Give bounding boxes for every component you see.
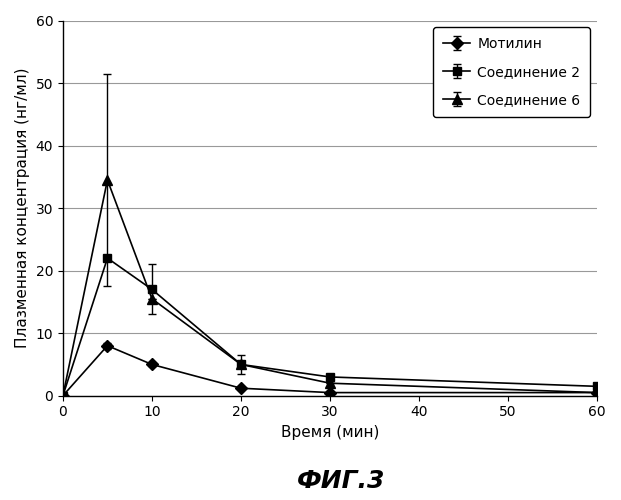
Y-axis label: Плазменная концентрация (нг/мл): Плазменная концентрация (нг/мл) [15, 68, 30, 348]
Text: ФИГ.3: ФИГ.3 [297, 468, 386, 492]
Legend: Мотилин, Соединение 2, Соединение 6: Мотилин, Соединение 2, Соединение 6 [433, 28, 590, 117]
X-axis label: Время (мин): Время (мин) [281, 425, 379, 440]
